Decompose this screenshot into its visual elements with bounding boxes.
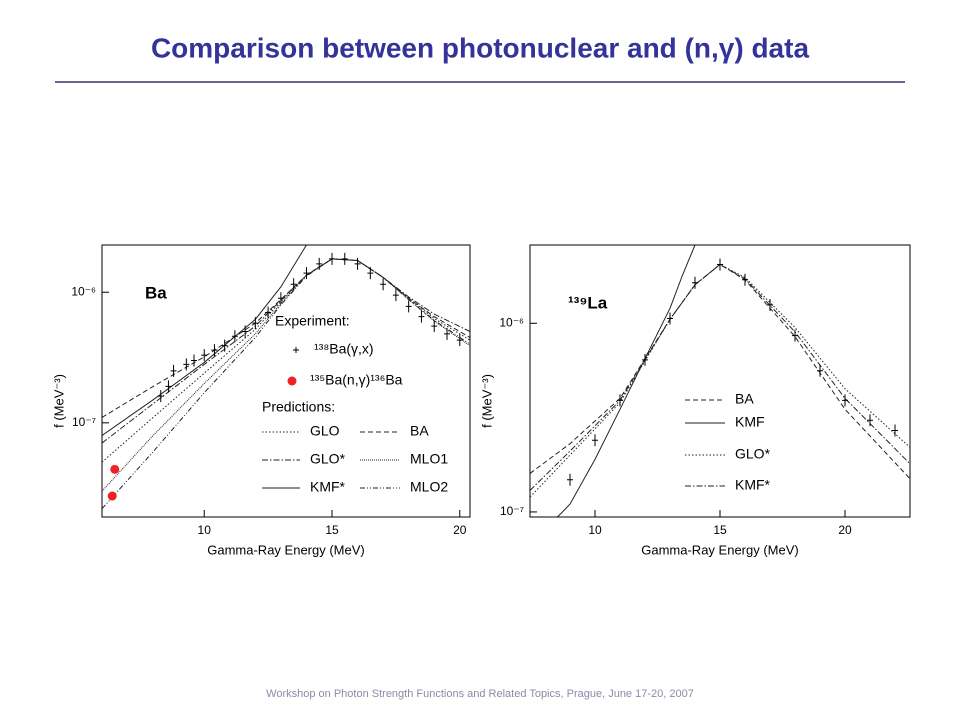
data-point — [110, 464, 120, 474]
y-tick-label: 10⁻⁷ — [500, 504, 524, 518]
legend-label: GLO* — [310, 451, 346, 467]
y-tick-label: 10⁻⁶ — [499, 315, 524, 329]
y-axis-title: f (MeV⁻³) — [51, 374, 66, 428]
data-point — [183, 358, 190, 371]
data-point — [742, 273, 748, 286]
panel-label: ¹³⁹La — [568, 293, 608, 312]
panel-label: Ba — [145, 283, 167, 302]
curve — [102, 245, 307, 436]
legend-label: KMF — [735, 414, 765, 430]
curve — [557, 245, 696, 517]
legend-marker — [293, 347, 299, 353]
x-axis-title: Gamma-Ray Energy (MeV) — [207, 542, 364, 557]
x-tick-label: 20 — [453, 523, 467, 537]
data-point — [692, 276, 698, 289]
y-tick-label: 10⁻⁶ — [71, 284, 96, 298]
data-point — [367, 267, 374, 280]
plot-frame — [101, 244, 471, 518]
data-point — [211, 344, 218, 357]
data-point — [405, 300, 412, 313]
data-point — [231, 330, 238, 343]
data-point — [265, 306, 272, 319]
data-point — [242, 325, 249, 338]
legend-label: BA — [410, 423, 429, 439]
data-point — [252, 317, 259, 330]
legend-label: GLO — [310, 423, 340, 439]
legend-label: KMF* — [735, 477, 771, 493]
data-point — [221, 339, 228, 352]
x-tick-label: 10 — [588, 523, 602, 537]
legend-label: MLO2 — [410, 479, 448, 495]
data-point — [717, 258, 723, 271]
data-point — [617, 394, 623, 407]
data-point — [329, 252, 335, 265]
data-point — [354, 257, 361, 270]
data-point — [892, 424, 898, 437]
slide-title: Comparison between photonuclear and (n,γ… — [151, 32, 809, 63]
data-point — [170, 364, 177, 377]
legend-label: BA — [735, 391, 754, 407]
data-point — [431, 320, 438, 333]
x-axis-title: Gamma-Ray Energy (MeV) — [641, 542, 798, 557]
legend-label: GLO* — [735, 446, 771, 462]
data-point — [592, 434, 598, 447]
data-point — [642, 353, 648, 366]
data-point — [290, 278, 297, 291]
data-point — [277, 292, 284, 305]
data-point — [842, 394, 848, 407]
data-point — [165, 380, 172, 393]
data-point — [316, 257, 323, 270]
y-axis-title: f (MeV⁻³) — [479, 374, 494, 428]
data-point — [667, 312, 673, 325]
data-point — [867, 414, 873, 427]
x-tick-label: 20 — [838, 523, 852, 537]
data-point — [341, 252, 348, 265]
legend-label: MLO1 — [410, 451, 448, 467]
x-tick-label: 10 — [198, 523, 212, 537]
data-point — [456, 334, 463, 347]
legend-heading: Experiment: — [275, 313, 350, 329]
x-tick-label: 15 — [325, 523, 339, 537]
data-point — [157, 390, 164, 403]
x-tick-label: 15 — [713, 523, 727, 537]
data-point — [107, 491, 117, 501]
data-point — [567, 473, 573, 486]
data-point — [817, 364, 823, 377]
data-point — [191, 354, 197, 367]
y-tick-label: 10⁻⁷ — [72, 415, 96, 429]
footer: Workshop on Photon Strength Functions an… — [266, 688, 694, 700]
legend-heading: Predictions: — [262, 399, 335, 415]
legend-marker — [287, 376, 297, 386]
plot-frame — [529, 244, 911, 518]
legend-label: ¹³⁸Ba(γ,x) — [314, 341, 374, 357]
legend-label: ¹³⁵Ba(n,γ)¹³⁶Ba — [310, 372, 403, 388]
data-point — [201, 349, 208, 362]
legend-label: KMF* — [310, 479, 346, 495]
data-point — [767, 299, 773, 312]
plot-area — [530, 245, 910, 517]
data-point — [380, 278, 387, 291]
data-point — [392, 289, 399, 302]
data-point — [418, 310, 425, 323]
data-point — [444, 327, 450, 340]
data-point — [303, 267, 310, 280]
data-point — [792, 329, 798, 342]
